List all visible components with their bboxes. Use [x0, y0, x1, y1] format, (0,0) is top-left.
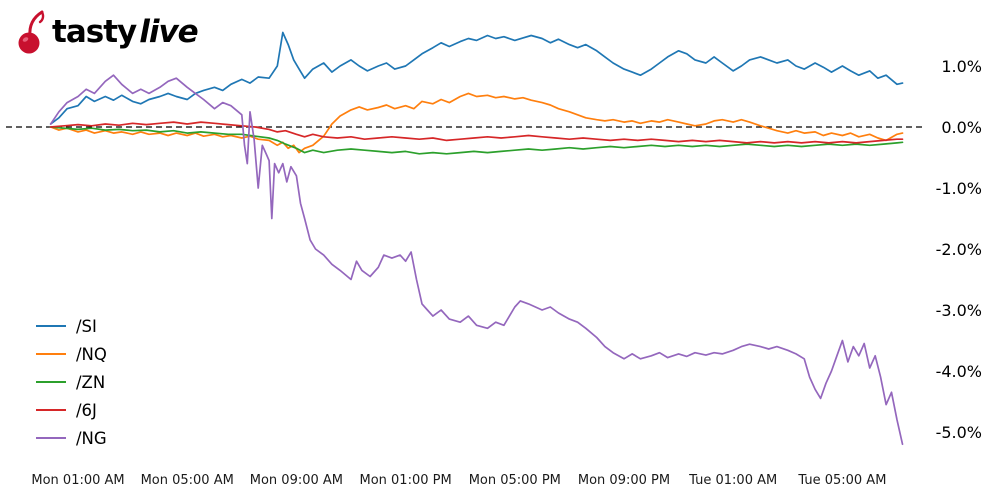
- series-line-NG: [49, 74, 904, 446]
- legend-label-NG: /NG: [76, 429, 107, 448]
- cherry-icon: [18, 10, 45, 54]
- y-tick-label: -2.0%: [936, 240, 982, 259]
- legend-label-6J: /6J: [76, 401, 97, 420]
- x-tick-label: Mon 05:00 AM: [141, 473, 234, 488]
- x-tick-label: Tue 05:00 AM: [797, 473, 886, 488]
- series-line-6J: [49, 121, 904, 144]
- y-tick-label: -3.0%: [936, 301, 982, 320]
- y-tick-label: 1.0%: [941, 57, 982, 76]
- legend-label-ZN: /ZN: [76, 373, 105, 392]
- x-tick-label: Mon 01:00 PM: [359, 473, 451, 488]
- y-tick-label: -5.0%: [936, 423, 982, 442]
- brand-word-live: live: [139, 14, 198, 50]
- x-tick-label: Mon 09:00 PM: [578, 473, 670, 488]
- legend-label-NQ: /NQ: [76, 345, 107, 364]
- legend-label-SI: /SI: [76, 317, 97, 336]
- y-tick-label: -1.0%: [936, 179, 982, 198]
- x-tick-label: Mon 05:00 PM: [469, 473, 561, 488]
- tastylive-logo: tasty live: [14, 8, 199, 56]
- series-line-ZN: [49, 126, 904, 155]
- y-tick-label: -4.0%: [936, 362, 982, 381]
- y-tick-label: 0.0%: [941, 118, 982, 137]
- x-tick-label: Tue 01:00 AM: [688, 473, 777, 488]
- brand-word-tasty: tasty: [52, 14, 137, 50]
- x-tick-label: Mon 09:00 AM: [250, 473, 343, 488]
- x-tick-label: Mon 01:00 AM: [31, 473, 124, 488]
